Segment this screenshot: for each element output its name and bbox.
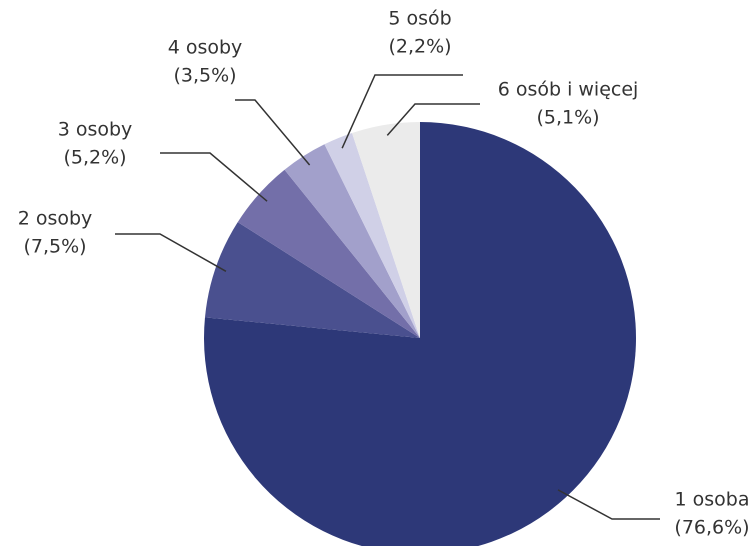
leader-line: [160, 152, 268, 202]
pie-slice: [237, 169, 420, 338]
slice-label: 4 osoby: [168, 37, 243, 59]
leader-line: [235, 99, 311, 166]
pie-slice: [284, 144, 420, 338]
slice-value-label: (5,2%): [63, 147, 126, 169]
slice-value-label: (3,5%): [173, 65, 236, 87]
slice-value-label: (76,6%): [674, 517, 749, 539]
pie-slice: [324, 132, 420, 338]
slice-value-label: (7,5%): [23, 236, 86, 258]
pie-slice: [352, 122, 420, 338]
leader-line: [557, 489, 660, 520]
leader-line: [386, 103, 480, 136]
slice-label: 3 osoby: [58, 119, 133, 141]
slice-label: 5 osób: [388, 8, 451, 30]
slice-label: 6 osób i więcej: [498, 79, 639, 101]
leader-line: [341, 74, 463, 149]
slice-label: 2 osoby: [18, 208, 93, 230]
pie-slice: [204, 222, 420, 338]
slice-label: 1 osoba: [675, 489, 750, 511]
pie-slice: [204, 122, 636, 546]
slice-value-label: (5,1%): [536, 107, 599, 129]
leader-line: [115, 233, 227, 272]
slice-value-label: (2,2%): [388, 36, 451, 58]
